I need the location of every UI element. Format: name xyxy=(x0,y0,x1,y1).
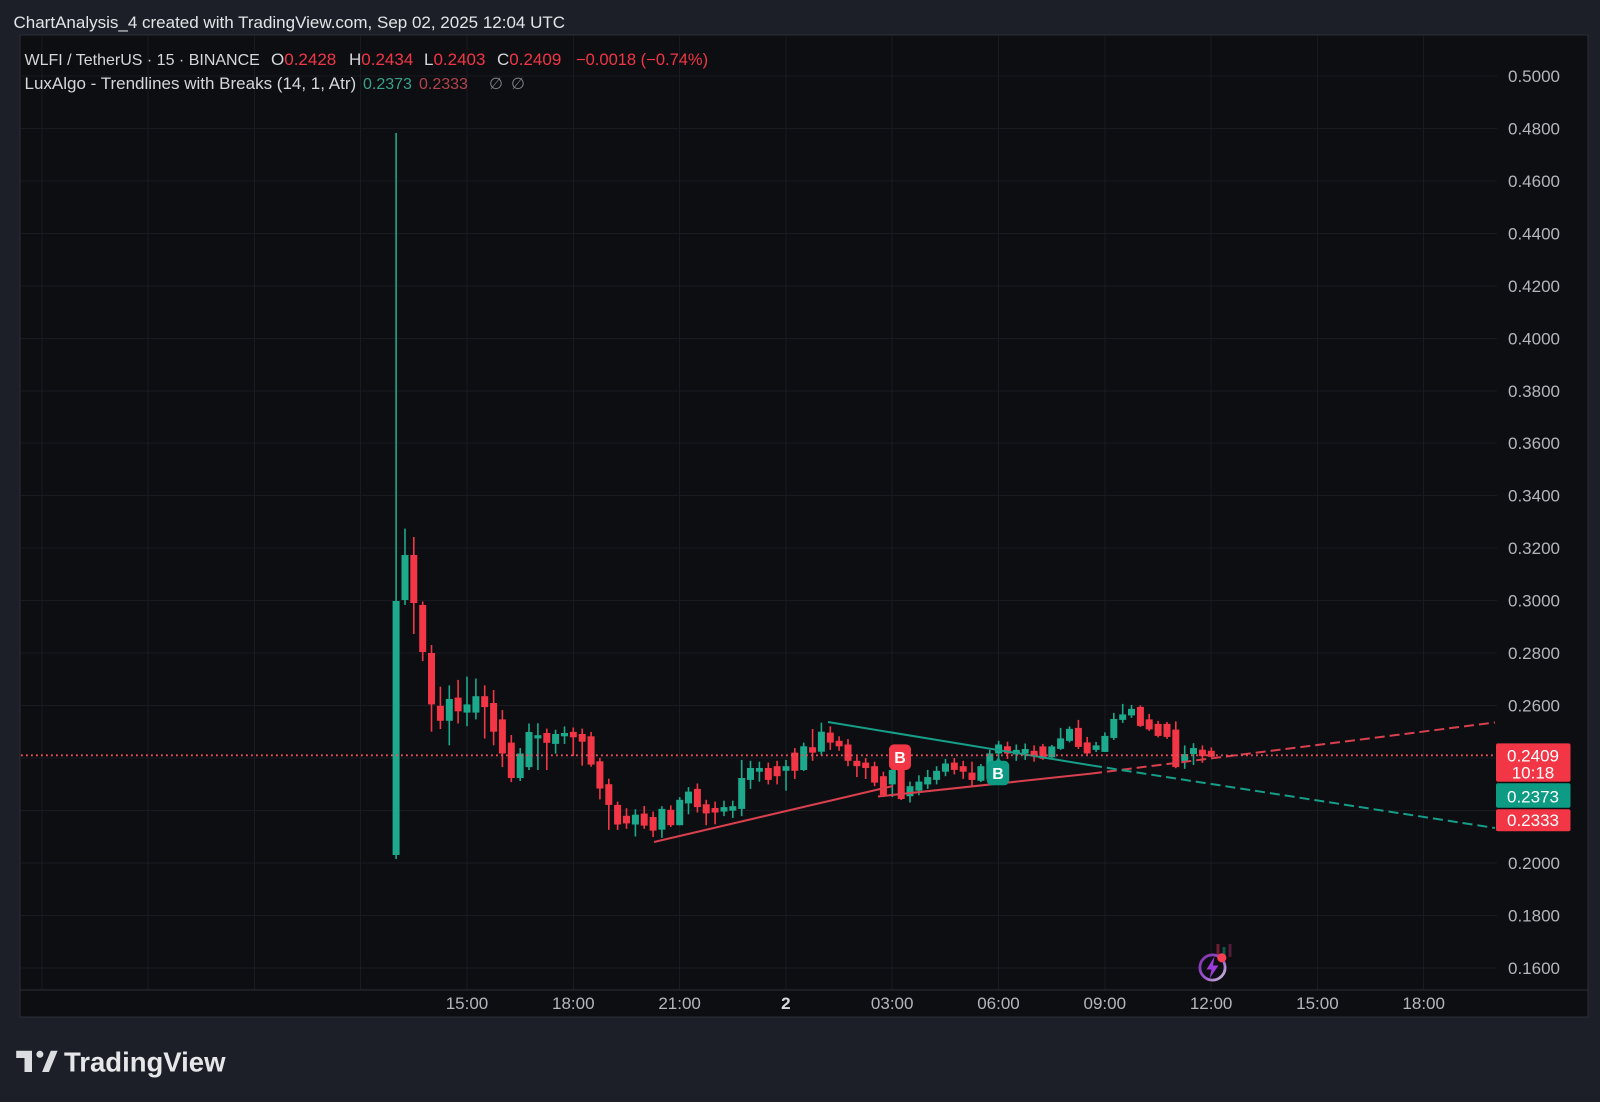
svg-text:2: 2 xyxy=(781,994,790,1013)
svg-text:0.2333: 0.2333 xyxy=(1507,811,1559,830)
svg-text:0.2333: 0.2333 xyxy=(419,76,468,93)
svg-text:0.1800: 0.1800 xyxy=(1508,906,1560,925)
svg-text:B: B xyxy=(992,766,1004,783)
svg-text:0.3200: 0.3200 xyxy=(1508,539,1560,558)
svg-text:ChartAnalysis_4 created with T: ChartAnalysis_4 created with TradingView… xyxy=(14,13,566,32)
svg-text:0.4400: 0.4400 xyxy=(1508,224,1560,243)
svg-text:−0.0018 (−0.74%): −0.0018 (−0.74%) xyxy=(576,51,708,69)
svg-text:15:00: 15:00 xyxy=(1296,994,1339,1013)
svg-text:∅: ∅ xyxy=(489,76,503,93)
svg-text:0.2409: 0.2409 xyxy=(1507,747,1559,766)
svg-text:H0.2434: H0.2434 xyxy=(349,50,413,69)
svg-text:C0.2409: C0.2409 xyxy=(497,50,561,69)
svg-text:LuxAlgo - Trendlines with Brea: LuxAlgo - Trendlines with Breaks (14, 1,… xyxy=(25,74,357,93)
svg-text:12:00: 12:00 xyxy=(1190,994,1233,1013)
svg-text:L0.2403: L0.2403 xyxy=(424,50,485,69)
svg-text:∅: ∅ xyxy=(511,76,525,93)
svg-text:TradingView: TradingView xyxy=(64,1047,226,1078)
svg-text:WLFI / TetherUS · 15 · BINANCE: WLFI / TetherUS · 15 · BINANCE xyxy=(25,52,260,69)
svg-text:0.4200: 0.4200 xyxy=(1508,277,1560,296)
svg-text:0.3600: 0.3600 xyxy=(1508,434,1560,453)
svg-text:0.5000: 0.5000 xyxy=(1508,67,1560,86)
svg-text:O0.2428: O0.2428 xyxy=(271,50,336,69)
svg-text:0.3800: 0.3800 xyxy=(1508,382,1560,401)
svg-text:0.2373: 0.2373 xyxy=(1507,787,1559,806)
svg-text:15:00: 15:00 xyxy=(446,994,489,1013)
svg-text:09:00: 09:00 xyxy=(1084,994,1127,1013)
svg-text:03:00: 03:00 xyxy=(871,994,914,1013)
svg-text:0.4600: 0.4600 xyxy=(1508,172,1560,191)
svg-text:18:00: 18:00 xyxy=(552,994,595,1013)
svg-text:21:00: 21:00 xyxy=(658,994,701,1013)
svg-text:06:00: 06:00 xyxy=(977,994,1020,1013)
svg-text:0.4800: 0.4800 xyxy=(1508,120,1560,139)
svg-text:0.3400: 0.3400 xyxy=(1508,487,1560,506)
svg-text:0.4000: 0.4000 xyxy=(1508,329,1560,348)
svg-text:0.1600: 0.1600 xyxy=(1508,959,1560,978)
svg-text:10:18: 10:18 xyxy=(1512,763,1555,782)
svg-text:0.2800: 0.2800 xyxy=(1508,644,1560,663)
svg-text:0.2373: 0.2373 xyxy=(363,76,412,93)
svg-text:18:00: 18:00 xyxy=(1402,994,1445,1013)
svg-text:0.2600: 0.2600 xyxy=(1508,697,1560,716)
svg-text:0.3000: 0.3000 xyxy=(1508,592,1560,611)
svg-text:B: B xyxy=(894,750,906,767)
svg-text:0.2000: 0.2000 xyxy=(1508,854,1560,873)
